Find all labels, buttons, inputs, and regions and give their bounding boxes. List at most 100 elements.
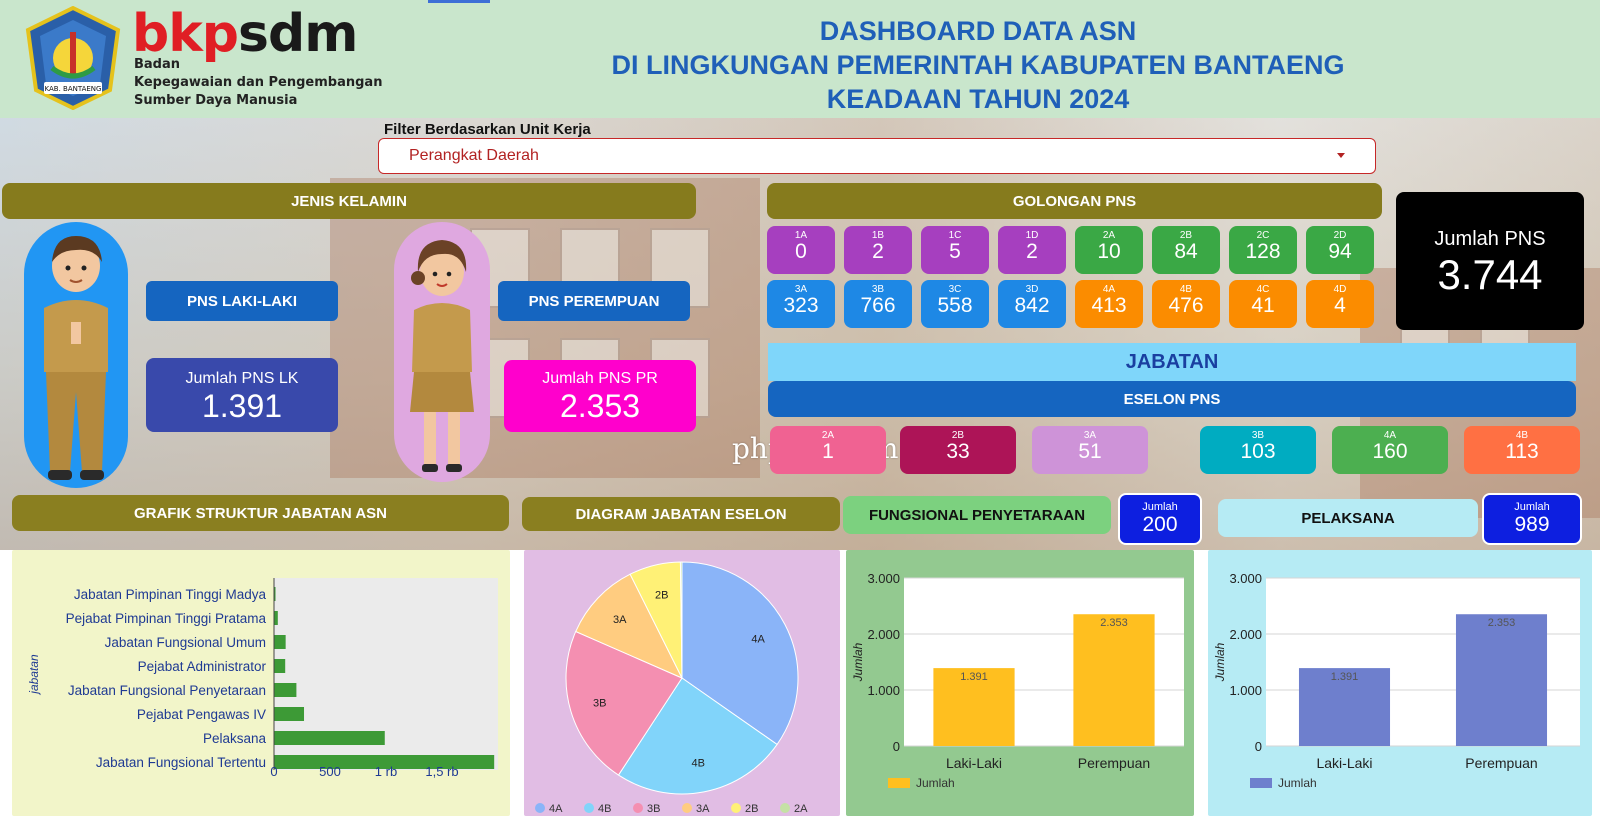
male-count-box: Jumlah PNS LK 1.391 <box>146 358 338 432</box>
banner-jenis-kelamin: JENIS KELAMIN <box>2 183 696 219</box>
tile-key: 4C <box>1256 284 1270 295</box>
banner-jabatan: JABATAN <box>768 343 1576 381</box>
crest-label: KAB. BANTAENG <box>45 85 102 93</box>
fungsional-jumlah-label: Jumlah <box>1142 501 1178 513</box>
golongan-tile-4c[interactable]: 4C 41 <box>1229 280 1297 328</box>
tile-key: 1A <box>794 230 808 241</box>
eselon-tile-4a[interactable]: 4A 160 <box>1332 426 1448 474</box>
hbar-bar <box>274 587 276 601</box>
pie-legend-label: 4B <box>598 803 611 815</box>
hbar-bar <box>274 755 495 769</box>
tile-key: 2B <box>951 430 965 441</box>
dashboard-header: KAB. BANTAENG bkpsdm Badan Kepegawaian d… <box>0 0 1600 118</box>
tile-key: 2A <box>821 430 835 441</box>
y-tick-label: 0 <box>1255 739 1262 754</box>
hbar-category-label: Pejabat Pengawas IV <box>137 707 266 722</box>
vbar-axis-title: Jumlah <box>1213 642 1227 682</box>
vbar-legend-label: Jumlah <box>1278 776 1317 790</box>
golongan-tile-2c[interactable]: 2C 128 <box>1229 226 1297 274</box>
tile-key: 2A <box>1102 230 1116 241</box>
banner-pelaksana: PELAKSANA <box>1218 499 1478 537</box>
tile-key: 1D <box>1025 230 1039 241</box>
golongan-tile-2d[interactable]: 2D 94 <box>1306 226 1374 274</box>
tile-value: 323 <box>783 294 819 317</box>
filter-label: Filter Berdasarkan Unit Kerja <box>384 121 591 138</box>
vbar-legend-label: Jumlah <box>916 776 955 790</box>
tile-value: 413 <box>1091 294 1127 317</box>
vbar-bar <box>1298 668 1391 746</box>
y-tick-label: 3.000 <box>867 571 900 586</box>
tile-value: 2 <box>872 240 884 263</box>
female-employee-illustration <box>394 222 490 482</box>
male-count-label: Jumlah PNS LK <box>185 370 299 387</box>
pie-legend-label: 2B <box>745 803 758 815</box>
pie-slice <box>679 561 683 679</box>
golongan-tile-1a[interactable]: 1A 0 <box>767 226 835 274</box>
vbar-legend-swatch <box>888 778 910 788</box>
eselon-tile-3a[interactable]: 3A 51 <box>1032 426 1148 474</box>
pie-legend-swatch <box>731 803 741 813</box>
vbar-value-label: 1.391 <box>1331 671 1359 683</box>
hbar-axis-title: jabatan <box>27 654 41 696</box>
tile-key: 3A <box>794 284 808 295</box>
pie-legend-label: 4A <box>549 803 563 815</box>
pie-legend-label: 3A <box>696 803 710 815</box>
golongan-tile-4a[interactable]: 4A 413 <box>1075 280 1143 328</box>
tile-value: 160 <box>1372 440 1408 463</box>
fungsional-jumlah-value: 200 <box>1142 513 1178 536</box>
page-title-line2: DI LINGKUNGAN PEMERINTAH KABUPATEN BANTA… <box>611 50 1345 80</box>
banner-fungsional-penyetaraan: FUNGSIONAL PENYETARAAN <box>843 496 1111 534</box>
hbar-category-label: Jabatan Fungsional Umum <box>105 635 266 650</box>
eselon-tile-4b[interactable]: 4B 113 <box>1464 426 1580 474</box>
eselon-tile-2a[interactable]: 2A 1 <box>770 426 886 474</box>
chart-pelaksana-gender: 0 1.000 2.000 3.000 1.391 Laki-Laki 2.353 Perem… <box>1208 550 1592 816</box>
tile-value: 41 <box>1251 294 1275 317</box>
golongan-tile-3b[interactable]: 3B 766 <box>844 280 912 328</box>
tile-key: 4B <box>1179 284 1193 295</box>
tile-key: 3B <box>1251 430 1265 441</box>
golongan-tile-1b[interactable]: 1B 2 <box>844 226 912 274</box>
female-count-box: Jumlah PNS PR 2.353 <box>504 360 696 432</box>
dropdown-arrow-icon[interactable] <box>1337 153 1345 158</box>
vbar-category-label: Laki-Laki <box>1316 755 1372 771</box>
tile-key: 2C <box>1256 230 1270 241</box>
vbar-value-label: 2.353 <box>1100 617 1128 629</box>
vbar-bar <box>933 668 1015 746</box>
tile-value: 2 <box>1026 240 1038 263</box>
golongan-tile-3a[interactable]: 3A 323 <box>767 280 835 328</box>
tile-value: 128 <box>1245 240 1281 263</box>
y-tick-label: 0 <box>893 739 900 754</box>
golongan-tile-4d[interactable]: 4D 4 <box>1306 280 1374 328</box>
pie-slice <box>575 573 684 680</box>
eselon-tile-3b[interactable]: 3B 103 <box>1200 426 1316 474</box>
pie-slice <box>681 561 799 746</box>
pelaksana-jumlah-label: Jumlah <box>1514 501 1550 513</box>
tile-key: 3A <box>1083 430 1097 441</box>
vbar-category-label: Laki-Laki <box>946 755 1002 771</box>
golongan-tile-3d[interactable]: 3D 842 <box>998 280 1066 328</box>
fungsional-jumlah-box: Jumlah 200 <box>1118 493 1202 545</box>
unit-kerja-dropdown[interactable]: Perangkat Daerah <box>378 138 1376 174</box>
tile-value: 84 <box>1174 240 1198 263</box>
eselon-tile-2b[interactable]: 2B 33 <box>900 426 1016 474</box>
hbar-bar <box>274 683 297 697</box>
tile-value: 113 <box>1505 440 1539 463</box>
hbar-bar <box>274 731 385 745</box>
hbar-tick-label: 500 <box>319 764 341 779</box>
tile-value: 33 <box>946 440 970 463</box>
golongan-tile-4b[interactable]: 4B 476 <box>1152 280 1220 328</box>
brand-logo-text: bkpsdm <box>132 8 358 60</box>
tile-key: 2B <box>1179 230 1193 241</box>
chart-fungsional-gender: 0 1.000 2.000 3.000 1.391 Laki-Laki 2.353 Perem… <box>846 550 1194 816</box>
tile-value: 94 <box>1328 240 1352 263</box>
pie-legend-swatch <box>633 803 643 813</box>
golongan-tile-1d[interactable]: 1D 2 <box>998 226 1066 274</box>
golongan-tile-3c[interactable]: 3C 558 <box>921 280 989 328</box>
hbar-category-label: Jabatan Fungsional Penyetaraan <box>68 683 266 698</box>
golongan-tile-2a[interactable]: 2A 10 <box>1075 226 1143 274</box>
golongan-tile-2b[interactable]: 2B 84 <box>1152 226 1220 274</box>
pelaksana-jumlah-value: 989 <box>1514 513 1550 536</box>
golongan-tile-1c[interactable]: 1C 5 <box>921 226 989 274</box>
vbar-category-label: Perempuan <box>1465 755 1537 771</box>
tile-key: 1C <box>948 230 962 241</box>
